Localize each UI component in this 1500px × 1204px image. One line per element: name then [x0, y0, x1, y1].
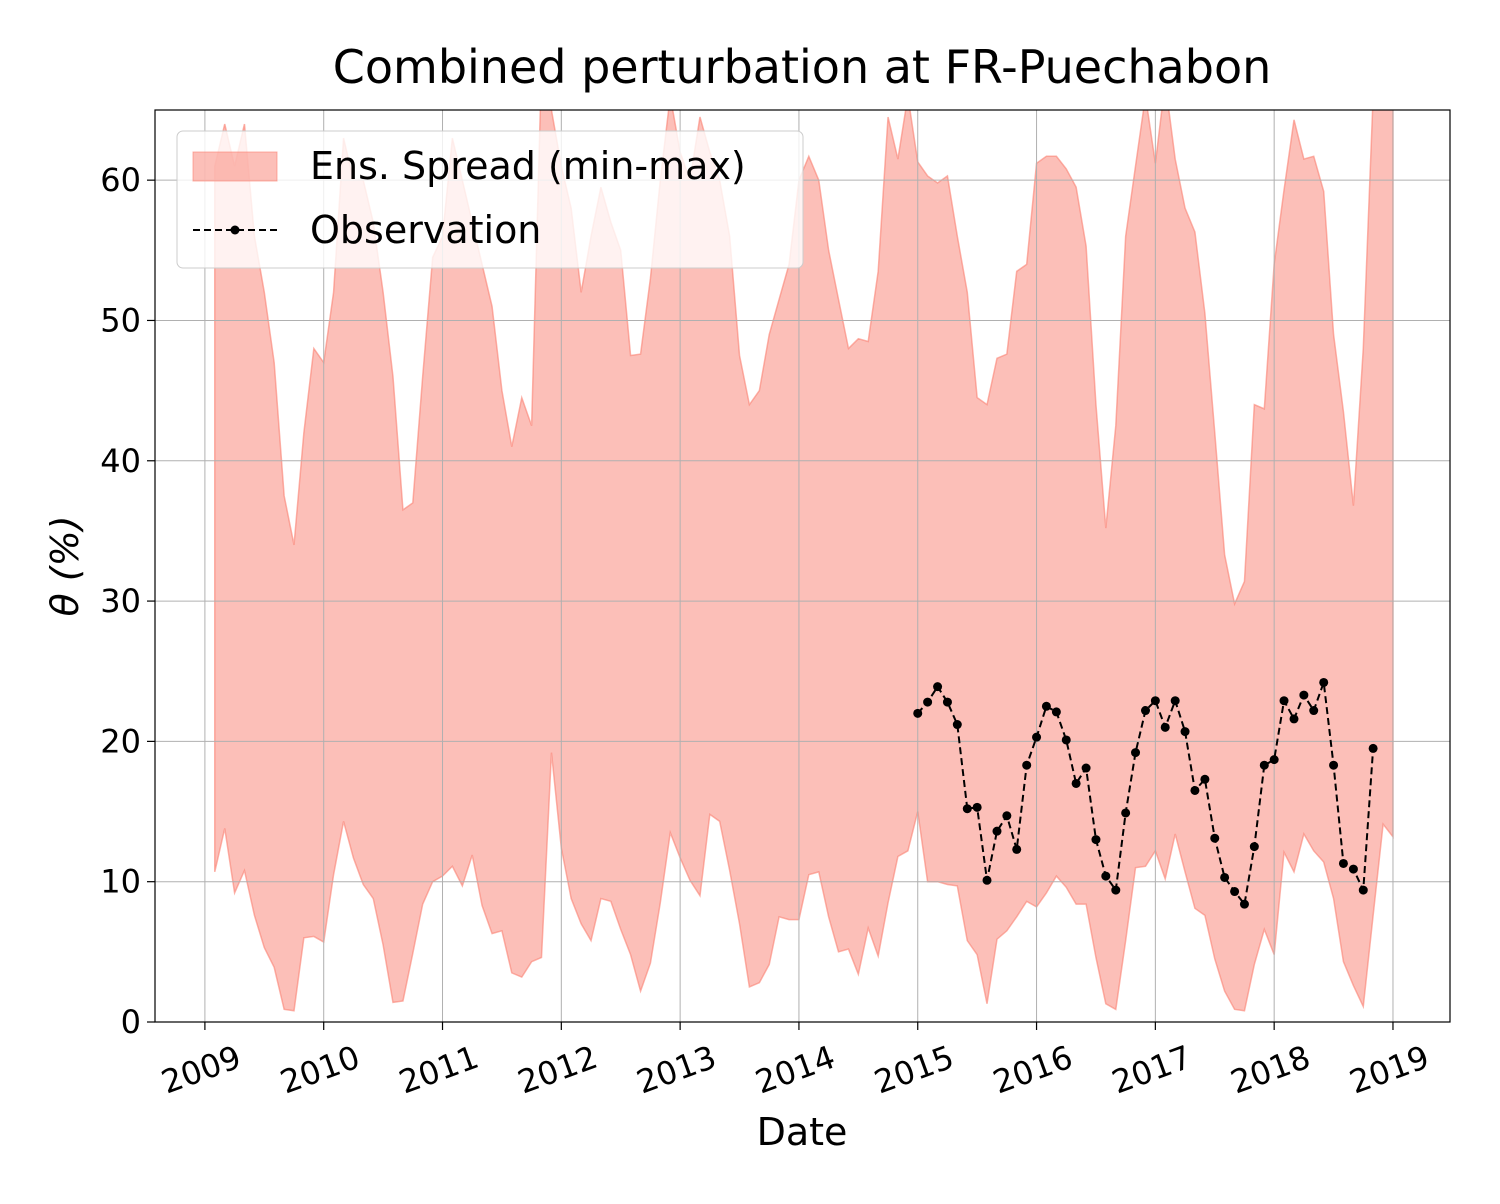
axes-frame — [154, 109, 1451, 1023]
observation-marker — [1032, 732, 1042, 742]
y-tick-label: 0 — [121, 1003, 141, 1041]
observation-marker — [1170, 696, 1180, 706]
chart-title: Combined perturbation at FR-Puechabon — [333, 40, 1272, 94]
y-tick-label: 40 — [100, 442, 141, 480]
legend-label: Observation — [310, 208, 541, 252]
legend-label: Ens. Spread (min-max) — [310, 144, 746, 188]
y-tick-label: 30 — [100, 582, 141, 620]
observation-marker — [1239, 899, 1249, 909]
y-tick-label: 50 — [100, 301, 141, 339]
legend-box — [176, 130, 804, 269]
y-tick-label: 20 — [100, 722, 141, 760]
observation-marker — [1180, 727, 1190, 737]
observation-marker — [1319, 677, 1329, 687]
observation-marker — [1101, 871, 1111, 881]
observation-marker — [1220, 872, 1230, 882]
observation-marker — [982, 875, 992, 885]
observation-marker — [1279, 696, 1289, 706]
observation-marker — [1012, 844, 1022, 854]
x-axis-label: Date — [757, 1110, 848, 1154]
observation-marker — [1249, 842, 1259, 852]
observation-marker — [913, 708, 923, 718]
observation-marker — [1289, 714, 1299, 724]
observation-marker — [1358, 885, 1368, 895]
observation-marker — [1269, 755, 1279, 765]
y-tick-label: 10 — [100, 863, 141, 901]
observation-marker — [1041, 701, 1051, 711]
observation-marker — [1022, 760, 1032, 770]
observation-marker — [1338, 858, 1348, 868]
observation-marker — [923, 697, 933, 707]
observation-marker — [1131, 748, 1141, 758]
observation-marker — [1309, 706, 1319, 716]
legend: Ens. Spread (min-max) Observation — [176, 130, 804, 269]
observation-marker — [952, 720, 962, 730]
observation-marker — [1368, 743, 1378, 753]
observation-marker — [1230, 887, 1240, 897]
observation-marker — [1002, 811, 1012, 821]
observation-marker — [1140, 706, 1150, 716]
observation-marker — [1150, 696, 1160, 706]
observation-marker — [1210, 833, 1220, 843]
observation-marker — [1071, 778, 1081, 788]
legend-swatch — [192, 151, 278, 182]
observation-marker — [1329, 760, 1339, 770]
legend-marker — [230, 225, 240, 235]
observation-marker — [962, 804, 972, 814]
observation-marker — [1348, 864, 1358, 874]
observation-marker — [1259, 760, 1269, 770]
y-tick-label: 60 — [100, 161, 141, 199]
observation-marker — [1111, 885, 1121, 895]
observation-marker — [1200, 774, 1210, 784]
observation-marker — [1190, 785, 1200, 795]
y-axis-label: θ (%) — [43, 515, 87, 616]
observation-marker — [972, 802, 982, 812]
observation-marker — [1061, 735, 1071, 745]
observation-marker — [1160, 722, 1170, 732]
observation-marker — [933, 682, 943, 692]
observation-marker — [1051, 707, 1061, 717]
observation-marker — [992, 826, 1002, 836]
observation-marker — [1121, 808, 1131, 818]
observation-marker — [1299, 690, 1309, 700]
observation-marker — [1081, 763, 1091, 773]
observation-marker — [1091, 835, 1101, 845]
observation-marker — [942, 697, 952, 707]
